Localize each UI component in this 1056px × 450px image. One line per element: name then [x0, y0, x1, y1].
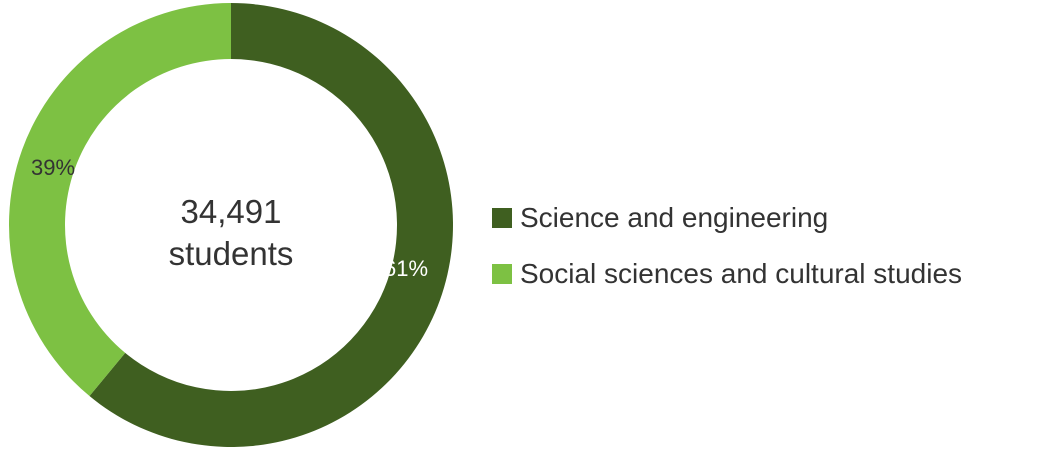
donut-chart: 61% 39% 34,491 students: [9, 3, 454, 447]
center-unit: students: [169, 235, 294, 272]
slice-science-engineering: [89, 3, 454, 447]
legend-label-social-sciences: Social sciences and cultural studies: [520, 258, 963, 289]
legend-swatch-social-sciences: [492, 264, 512, 284]
slice-social-sciences: [9, 3, 232, 397]
slice-label-science-engineering: 61%: [384, 256, 428, 281]
center-total: 34,491: [181, 193, 282, 230]
legend-item-social-sciences: Social sciences and cultural studies: [492, 258, 962, 290]
legend-label-science-engineering: Science and engineering: [520, 202, 829, 233]
legend-item-science-engineering: Science and engineering: [492, 202, 962, 234]
legend: Science and engineering Social sciences …: [492, 202, 962, 314]
slice-label-social-sciences: 39%: [31, 155, 75, 180]
legend-swatch-science-engineering: [492, 208, 512, 228]
